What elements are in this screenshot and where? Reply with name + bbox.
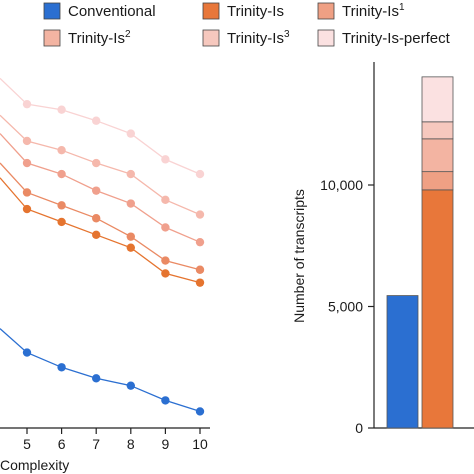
series-line xyxy=(0,162,201,271)
series-point xyxy=(161,195,170,205)
series-point xyxy=(57,217,66,227)
line-x-axis-title: Complexity xyxy=(0,457,69,473)
legend-swatch xyxy=(317,2,335,20)
series-point xyxy=(126,381,135,390)
series-point xyxy=(92,116,101,125)
bar-y-ticks: 0 5,000 10,000 xyxy=(320,177,374,436)
series-point xyxy=(57,105,66,114)
series-line xyxy=(0,328,201,413)
bar-y-tick-label: 0 xyxy=(355,420,363,436)
series-point xyxy=(126,199,135,208)
series-point xyxy=(195,407,205,416)
legend-swatch xyxy=(43,2,61,20)
series-point xyxy=(161,155,170,164)
line-x-tick-label: 8 xyxy=(127,436,135,452)
series-point xyxy=(22,136,32,146)
legend-label: Trinity-Is xyxy=(227,3,284,20)
legend-label: Conventional xyxy=(68,3,156,20)
line-series-group xyxy=(0,77,205,416)
legend-swatch xyxy=(202,2,220,20)
series-point xyxy=(161,256,170,265)
bar-bars-group xyxy=(386,76,454,429)
series-point xyxy=(57,169,66,179)
series-point xyxy=(195,237,205,247)
series-point xyxy=(126,232,135,241)
bar-y-axis-title: Number of transcripts xyxy=(291,189,307,323)
bar-segment xyxy=(421,171,454,191)
bar-chart: 0 5,000 10,000 Number of transcripts xyxy=(291,62,474,436)
legend-swatch xyxy=(317,29,335,47)
series-point xyxy=(92,158,101,168)
series-point xyxy=(161,396,170,405)
line-x-tick-label: 10 xyxy=(192,436,208,452)
series-point xyxy=(126,169,135,179)
series-point xyxy=(92,214,101,223)
series-point xyxy=(57,363,66,372)
series-point xyxy=(126,243,135,252)
line-x-tick-label: 6 xyxy=(58,436,66,452)
series-point xyxy=(161,223,170,232)
series-point xyxy=(92,230,101,239)
series-line xyxy=(0,133,201,243)
series-point xyxy=(195,265,205,274)
series-point xyxy=(22,204,32,214)
series-point xyxy=(195,210,205,219)
series-point xyxy=(57,201,66,210)
series-point xyxy=(126,129,135,138)
bar-segment xyxy=(421,189,454,429)
legend-swatch xyxy=(43,29,61,47)
bar-segment xyxy=(421,76,454,123)
legend-label: Trinity-Is3 xyxy=(227,29,290,47)
bar-segment xyxy=(386,295,419,429)
line-x-tick-label: 7 xyxy=(92,436,100,452)
series-point xyxy=(92,374,101,383)
line-x-ticks: 5 6 7 8 9 10 xyxy=(23,428,208,452)
legend-label: Trinity-Is1 xyxy=(342,2,405,20)
legend: Conventional Trinity-Is Trinity-Is1 Trinity… xyxy=(43,2,451,47)
line-x-tick-label: 9 xyxy=(162,436,170,452)
series-point xyxy=(22,158,32,168)
series-point xyxy=(22,99,32,109)
bar-segment xyxy=(421,138,454,173)
bar-y-tick-label: 5,000 xyxy=(328,299,363,315)
series-line xyxy=(0,77,201,175)
series-point xyxy=(195,169,205,179)
line-chart: 5 6 7 8 9 10 Complexity xyxy=(0,77,210,473)
legend-swatch xyxy=(202,29,220,47)
legend-label: Trinity-Is2 xyxy=(68,29,131,47)
legend-label: Trinity-Is-perfect xyxy=(342,30,451,47)
bar-segment xyxy=(421,121,454,140)
series-point xyxy=(57,145,66,155)
series-point xyxy=(161,269,170,278)
line-x-tick-label: 5 xyxy=(23,436,31,452)
series-point xyxy=(92,186,101,195)
bar-y-tick-label: 10,000 xyxy=(320,177,363,193)
series-point xyxy=(195,278,205,287)
series-point xyxy=(22,188,32,197)
series-point xyxy=(22,348,32,357)
